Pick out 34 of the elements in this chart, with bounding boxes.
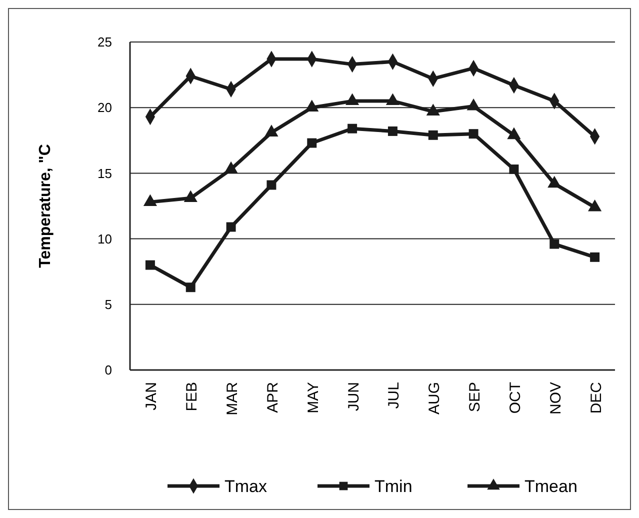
x-tick-label: JUL [386,382,403,409]
x-tick-label: JAN [143,382,160,410]
x-tick-label: SEP [466,382,484,412]
point [550,239,560,249]
x-tick-label: MAR [224,382,242,416]
y-tick-label: 15 [98,166,112,181]
x-tick-label: MAY [304,382,322,414]
point [186,282,196,292]
x-tick-label: AUG [426,382,444,415]
point [428,130,438,140]
legend-label: Tmean [524,476,578,496]
point [509,164,519,174]
point [388,126,398,136]
x-tick-label: OCT [506,382,524,414]
point [266,180,276,190]
y-tick-label: 25 [98,34,112,50]
x-tick-label: FEB [184,382,201,412]
y-tick-label: 10 [98,231,112,246]
point [307,138,317,148]
legend-label: Tmin [374,476,412,496]
point [590,252,600,262]
point [468,129,478,139]
legend-label: Tmax [224,476,268,496]
y-tick-label: 5 [104,296,112,312]
y-tick-label: 0 [104,362,112,378]
x-tick-label: JUN [345,382,362,412]
x-tick-label: DEC [588,382,605,414]
x-tick-label: NOV [547,382,564,415]
point [145,260,155,270]
y-axis-title: Temperature, "C [37,144,54,268]
y-tick-label: 20 [98,100,112,116]
point [226,222,236,232]
x-tick-label: APR [264,382,282,413]
point [348,124,358,134]
